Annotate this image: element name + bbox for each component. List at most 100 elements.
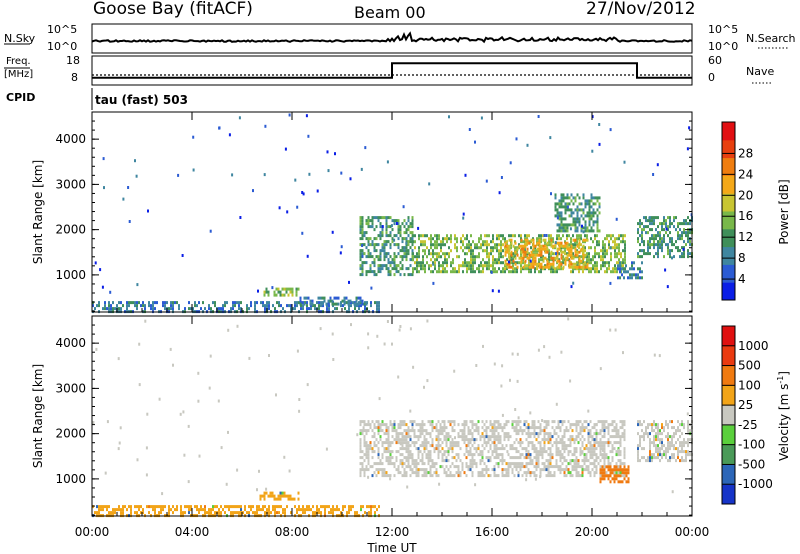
heatmap-cell [687,252,689,256]
heatmap-cell [595,438,598,442]
heatmap-cell [685,450,687,454]
heatmap-cell [566,234,568,238]
heatmap-cell [511,352,514,356]
heatmap-cell [637,237,639,241]
heatmap-cell [198,511,200,515]
heatmap-cell [102,508,104,512]
heatmap-cell [387,435,390,439]
heatmap-cell [532,238,535,242]
heatmap-cell [683,444,685,448]
heatmap-cell [246,511,248,515]
heatmap-cell [393,474,396,478]
heatmap-cell [513,456,516,460]
heatmap-cell [591,450,594,454]
heatmap-cell [433,465,436,469]
heatmap-cell [491,289,494,293]
heatmap-cell [516,379,519,383]
heatmap-cell [306,505,308,509]
heatmap-cell [612,267,614,271]
heatmap-cell [405,471,408,475]
heatmap-cell [296,304,298,308]
heatmap-cell [605,474,608,478]
heatmap-cell [256,508,258,512]
heatmap-cell [477,471,480,475]
heatmap-cell [485,420,488,424]
heatmap-cell [387,462,390,466]
heatmap-cell [657,456,659,460]
heatmap-cell [467,441,470,445]
heatmap-cell [471,423,474,427]
heatmap-cell [180,505,182,509]
heatmap-cell [467,426,470,430]
heatmap-cell [533,444,536,448]
heatmap-cell [590,214,593,218]
heatmap-cell [541,447,544,451]
heatmap-cell [407,243,410,247]
heatmap-cell [373,441,376,445]
heatmap-cell [651,222,653,226]
heatmap-cell [595,432,598,436]
heatmap-cell [545,426,548,430]
heatmap-cell [474,255,476,259]
heatmap-cell [442,237,444,241]
heatmap-cell [377,462,380,466]
heatmap-cell [647,219,649,223]
heatmap-cell [418,261,420,265]
heatmap-cell [615,432,618,436]
heatmap-cell [585,468,588,472]
heatmap-cell [580,229,583,233]
heatmap-cell [474,483,477,487]
heatmap-cell [649,252,651,256]
heatmap-cell [599,480,602,484]
heatmap-cell [480,264,482,268]
heatmap-cell [489,438,492,442]
heatmap-cell [595,453,598,457]
heatmap-cell [432,262,435,266]
heatmap-cell [502,261,504,265]
heatmap-cell [401,459,404,463]
heatmap-cell [230,505,232,509]
heatmap-cell [510,234,512,238]
heatmap-cell [457,468,460,472]
heatmap-cell [386,160,389,164]
heatmap-cell [509,161,512,165]
heatmap-cell [214,505,216,509]
heatmap-cell [428,264,430,268]
heatmap-cell [431,423,434,427]
heatmap-cell [140,505,142,509]
heatmap-cell [417,423,420,427]
heatmap-cell [359,228,362,232]
heatmap-cell [515,137,518,141]
heatmap-cell [357,302,360,306]
heatmap-cell [658,354,661,358]
heatmap-cell [494,267,496,271]
heatmap-cell [435,471,438,475]
heatmap-cell [454,267,456,271]
heatmap-cell [589,450,592,454]
heatmap-cell [534,253,537,257]
heatmap-cell [277,290,280,294]
heatmap-cell [571,465,574,469]
heatmap-cell [282,508,284,512]
heatmap-cell [643,249,645,253]
heatmap-cell [94,511,96,515]
heatmap-cell [218,508,220,512]
heatmap-cell [399,438,402,442]
heatmap-cell [439,423,442,427]
heatmap-cell [228,505,230,509]
heatmap-cell [540,237,542,241]
heatmap-cell [575,471,578,475]
heatmap-cell [445,435,448,439]
heatmap-cell [596,220,599,224]
heatmap-cell [363,468,366,472]
colorbar-tick-label: -500 [738,457,765,471]
heatmap-cell [379,237,382,241]
heatmap-cell [446,270,448,274]
heatmap-cell [436,234,438,238]
heatmap-cell [471,456,474,460]
heatmap-cell [559,471,562,475]
heatmap-cell [591,426,594,430]
heatmap-cell [373,450,376,454]
heatmap-cell [422,267,424,271]
heatmap-cell [604,237,606,241]
